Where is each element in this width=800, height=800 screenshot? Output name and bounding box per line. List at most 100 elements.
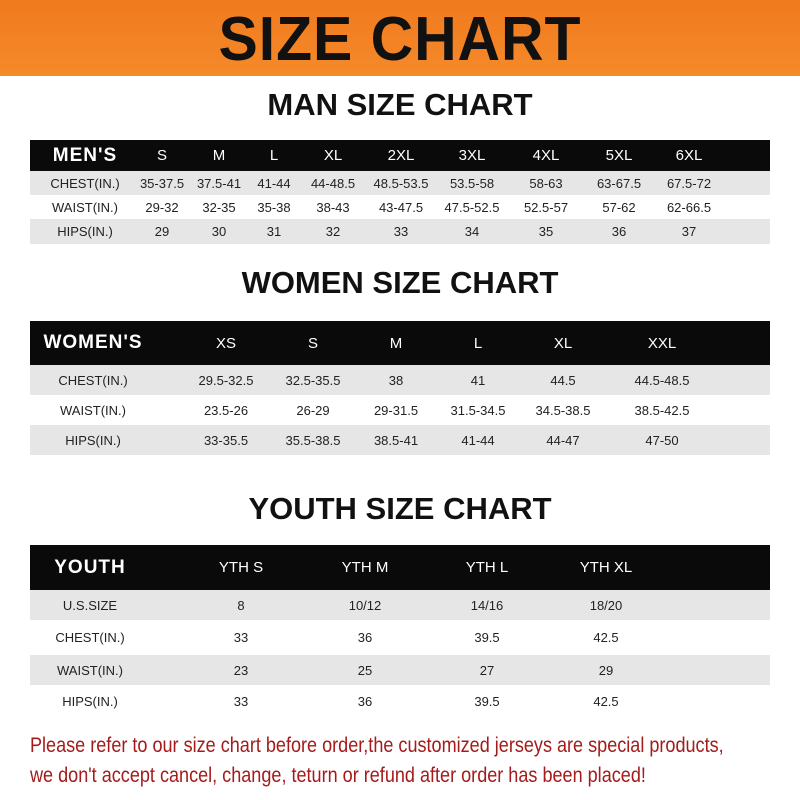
table-cell: 53.5-58 [449,175,495,191]
table-cell: 42.5 [593,630,619,645]
table-cell: 38 [388,372,404,388]
notice-line-1: Please refer to our size chart before or… [30,734,724,757]
table-cell: 8 [237,597,245,613]
table-cell: 35 [538,224,554,239]
table-cell: 29.5-32.5 [198,372,254,388]
measurement-label: CHEST(IN.) [58,372,128,388]
table-cell: 52.5-57 [523,199,569,215]
table-cell: 41 [470,372,486,388]
table-cell: 23.5-26 [203,402,249,418]
table-cell: 44.5-48.5 [634,372,690,388]
table-cell: 57-62 [602,199,636,215]
table-cell: 39.5 [474,630,500,645]
measurement-label: CHEST(IN.) [55,630,125,645]
measurement-label: HIPS(IN.) [62,694,118,709]
size-header-cell: L [269,147,279,164]
table-cell: 58-63 [529,175,563,191]
table-cell: 63-67.5 [596,175,642,191]
notice-line-2: we don't accept cancel, change, teturn o… [30,764,646,787]
table-cell: 47-50 [645,432,679,448]
table-cell: 37.5-41 [196,175,242,191]
size-header-cell: YTH XL [579,559,633,576]
table-cell: 10/12 [348,597,382,613]
table-header-label: MEN'S [52,144,118,166]
table-cell: 32 [325,224,341,239]
size-header-cell: XXL [647,334,677,352]
table-header-label: YOUTH [54,556,126,578]
table-cell: 67.5-72 [666,175,712,191]
size-header-cell: L [473,334,483,352]
measurement-label: HIPS(IN.) [57,224,113,239]
size-header-cell: XL [553,334,573,352]
table-cell: 48.5-53.5 [373,175,429,191]
table-cell: 34.5-38.5 [535,402,591,418]
table-cell: 32-35 [202,199,236,215]
table-cell: 36 [357,694,373,709]
table-cell: 33 [393,224,409,239]
size-header-cell: S [307,334,319,352]
table-header-row: YOUTH YTH S YTH M YTH L YTH XL [30,545,770,590]
table-cell: 31.5-34.5 [450,402,506,418]
table-cell: 34 [464,224,480,239]
table-cell: 41-44 [461,432,495,448]
men-title: MAN SIZE CHART [267,87,533,122]
youth-title: YOUTH SIZE CHART [248,491,552,526]
table-cell: 35-37.5 [139,175,185,191]
measurement-label: WAIST(IN.) [60,402,126,418]
table-cell: 26-29 [296,402,330,418]
table-cell: 33 [233,694,249,709]
table-row: HIPS(IN.) 33-35.5 35.5-38.5 38.5-41 41-44 44-… [30,425,770,455]
banner: SIZE CHART [0,0,800,76]
table-cell: 23 [233,662,249,678]
table-row: WAIST(IN.) 29-32 32-35 35-38 38-43 43-47.5 47.… [30,195,770,219]
table-cell: 42.5 [593,694,619,709]
table-header-label: WOMEN'S [43,332,143,353]
measurement-label: U.S.SIZE [62,597,118,613]
table-cell: 29-31.5 [373,402,419,418]
table-cell: 39.5 [474,694,500,709]
size-header-cell: M [212,147,226,164]
size-header-cell: YTH L [465,559,509,576]
size-header-cell: YTH S [218,559,264,576]
table-cell: 25 [357,662,373,678]
table-row: HIPS(IN.) 33 36 39.5 42.5 [30,685,770,718]
table-cell: 43-47.5 [378,199,424,215]
table-header-row: WOMEN'S XS S M L XL XXL [30,321,770,365]
table-cell: 44-48.5 [310,175,356,191]
measurement-label: HIPS(IN.) [65,432,121,448]
table-cell: 14/16 [470,597,504,613]
table-cell: 41-44 [257,175,291,191]
women-title: WOMEN SIZE CHART [241,265,559,300]
measurement-label: WAIST(IN.) [52,199,118,215]
table-cell: 35.5-38.5 [285,432,341,448]
table-cell: 32.5-35.5 [285,372,341,388]
table-cell: 31 [266,224,282,239]
table-cell: 36 [357,630,373,645]
measurement-label: CHEST(IN.) [50,175,120,191]
table-cell: 29-32 [145,199,179,215]
size-header-cell: YTH M [341,559,389,576]
table-row: WAIST(IN.) 23 25 27 29 [30,655,770,685]
size-header-cell: 2XL [387,147,415,164]
table-cell: 30 [211,224,227,239]
table-cell: 36 [611,224,627,239]
table-cell: 33 [233,630,249,645]
size-header-cell: XS [215,334,237,352]
table-cell: 18/20 [589,597,623,613]
table-row: WAIST(IN.) 23.5-26 26-29 29-31.5 31.5-34.5 34… [30,395,770,425]
table-cell: 35-38 [257,199,291,215]
table-cell: 38.5-42.5 [634,402,690,418]
size-header-cell: 3XL [458,147,486,164]
size-header-cell: XL [323,147,343,164]
size-header-cell: S [156,147,168,164]
table-cell: 37 [681,224,697,239]
table-header-row: MEN'S S M L XL 2XL 3XL 4XL 5XL 6XL [30,140,770,171]
table-cell: 38-43 [316,199,350,215]
table-cell: 38.5-41 [373,432,419,448]
size-header-cell: M [389,334,403,352]
measurement-label: WAIST(IN.) [57,662,123,678]
table-cell: 44.5 [550,372,576,388]
table-row: U.S.SIZE 8 10/12 14/16 18/20 [30,590,770,620]
table-row: CHEST(IN.) 33 36 39.5 42.5 [30,620,770,655]
table-cell: 62-66.5 [666,199,712,215]
